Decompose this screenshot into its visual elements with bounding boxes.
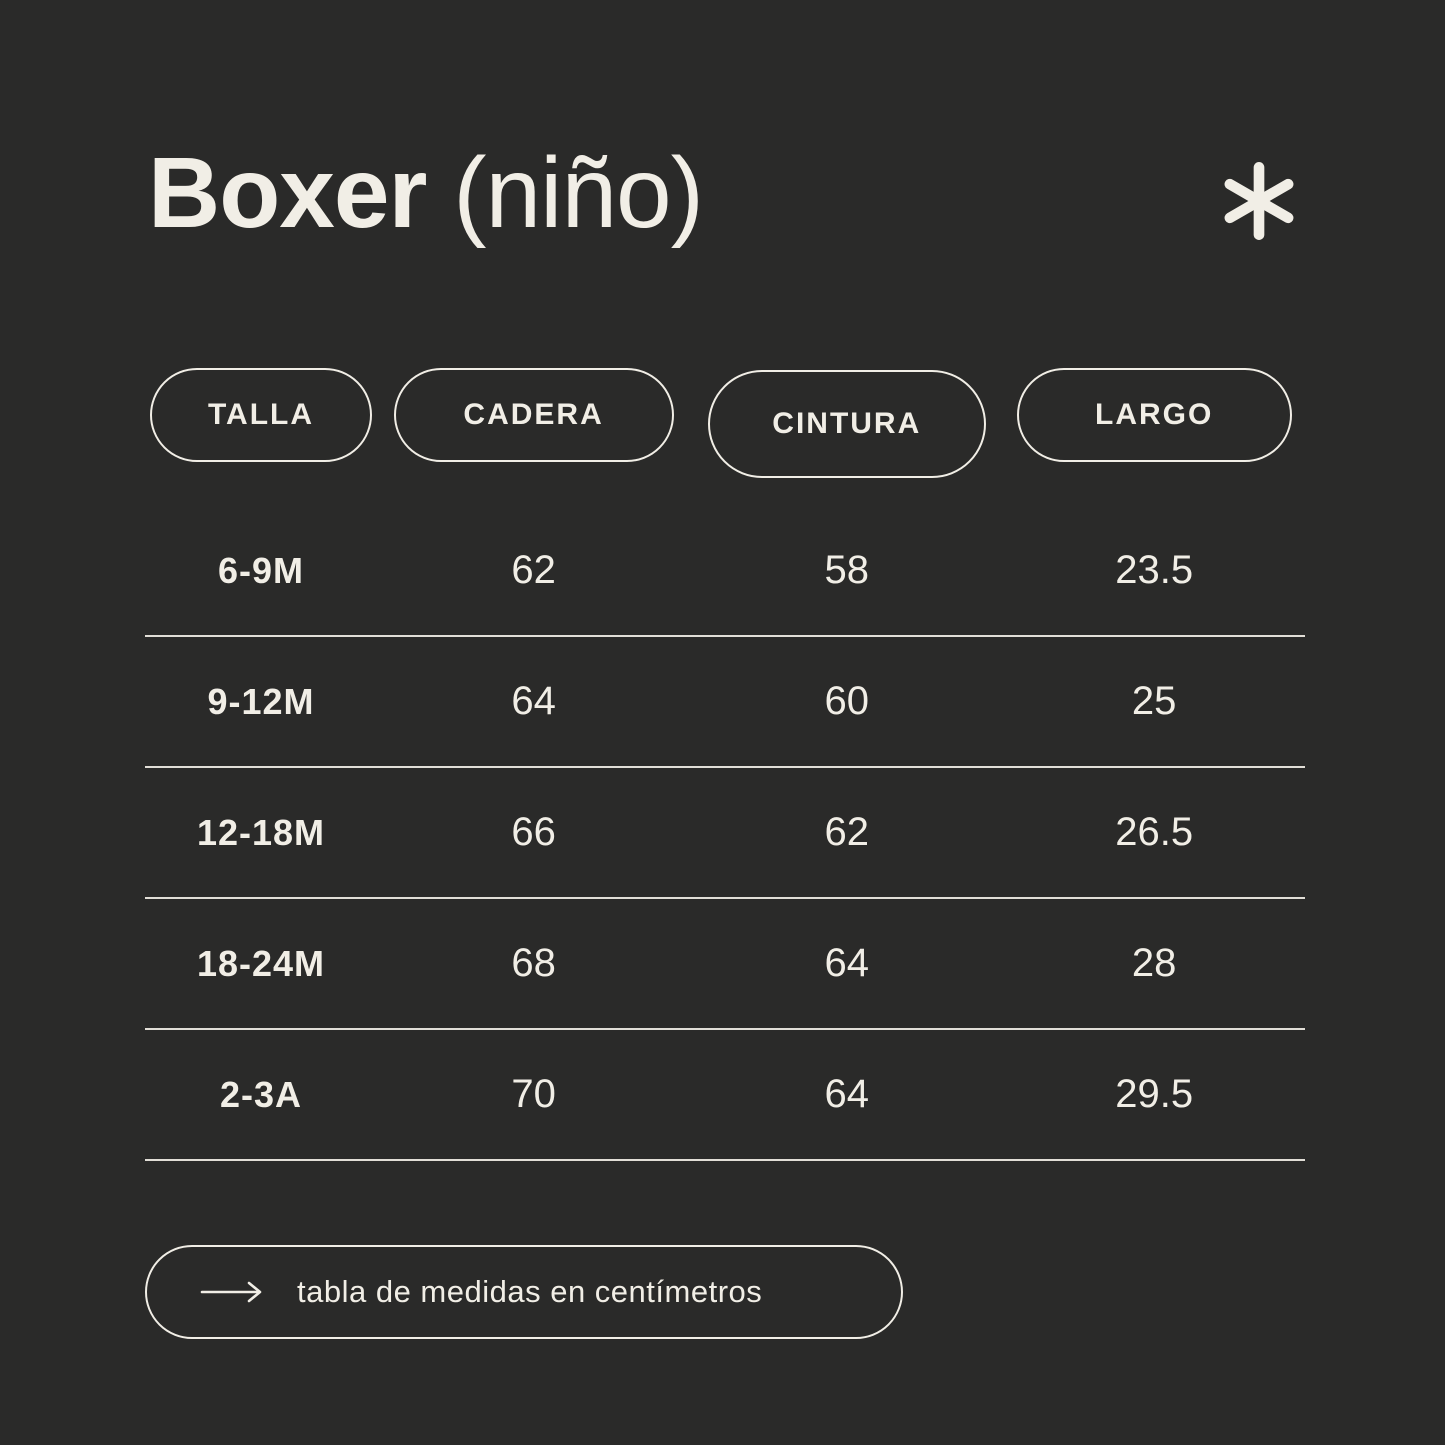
cell-largo: 26.5 — [1115, 810, 1194, 854]
table-row: 2-3A 70 64 29.5 — [145, 1030, 1305, 1161]
asterisk-icon — [1218, 158, 1300, 244]
cell-cadera: 64 — [511, 679, 556, 723]
table-row: 12-18M 66 62 26.5 — [145, 768, 1305, 899]
column-header-largo: LARGO — [1016, 368, 1292, 462]
cell-cadera: 62 — [511, 548, 556, 592]
cell-cintura: 64 — [824, 1072, 870, 1116]
cell-cintura: 64 — [824, 941, 870, 985]
cell-largo: 23.5 — [1115, 548, 1194, 592]
cell-cintura: 62 — [824, 810, 870, 854]
units-note-pill: tabla de medidas en centímetros — [145, 1245, 903, 1339]
cell-talla: 6-9M — [217, 549, 305, 591]
cell-cintura: 58 — [824, 548, 870, 592]
cell-largo: 28 — [1131, 941, 1177, 985]
page-title-variant: (niño) — [453, 137, 704, 249]
cell-talla: 12-18M — [196, 811, 326, 853]
cell-talla: 2-3A — [219, 1073, 303, 1115]
cell-cadera: 68 — [511, 941, 556, 985]
size-table: 6-9M 62 58 23.5 9-12M 64 60 25 12-18M 66… — [145, 506, 1305, 1161]
column-header-talla: TALLA — [150, 368, 372, 462]
cell-cintura: 60 — [824, 679, 870, 723]
table-row: 18-24M 68 64 28 — [145, 899, 1305, 1030]
table-header-row: TALLA CADERA CINTURA LARGO — [145, 368, 1305, 478]
right-arrow-icon — [199, 1279, 265, 1305]
column-header-cintura: CINTURA — [707, 370, 986, 478]
units-note-text: tabla de medidas en centímetros — [297, 1274, 763, 1309]
cell-talla: 9-12M — [207, 680, 315, 722]
cell-cadera: 66 — [511, 810, 556, 854]
cell-largo: 29.5 — [1115, 1072, 1194, 1116]
cell-cadera: 70 — [511, 1072, 556, 1116]
table-row: 9-12M 64 60 25 — [145, 637, 1305, 768]
column-header-cadera: CADERA — [393, 368, 674, 462]
table-row: 6-9M 62 58 23.5 — [145, 506, 1305, 637]
page-title: Boxer (niño) — [148, 137, 704, 249]
cell-talla: 18-24M — [196, 942, 326, 984]
page-title-product: Boxer — [148, 137, 427, 249]
cell-largo: 25 — [1131, 679, 1177, 723]
